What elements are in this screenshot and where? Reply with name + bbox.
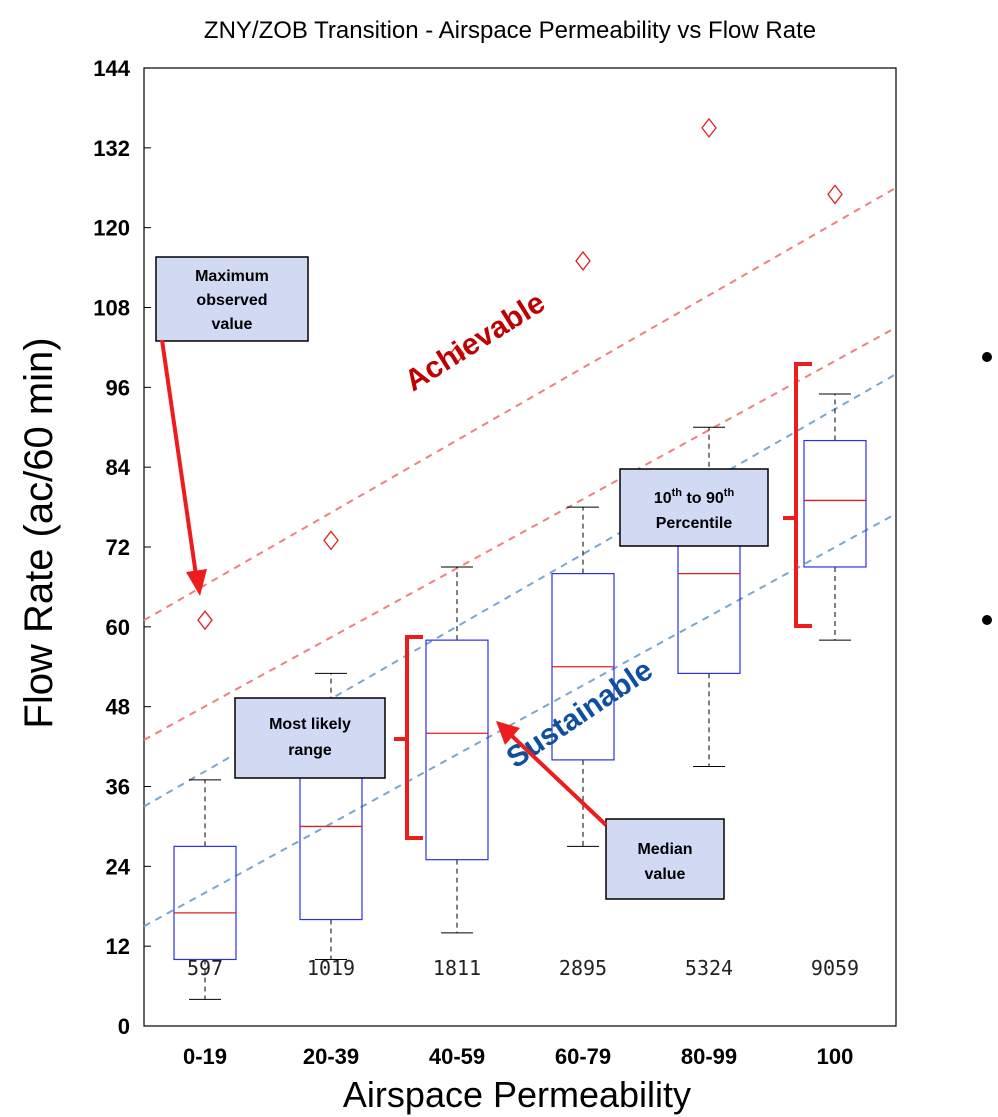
chart-title: ZNY/ZOB Transition - Airspace Permeabili… — [204, 17, 816, 44]
most-likely-range-brace — [394, 635, 423, 840]
sample-count-label: 597 — [187, 956, 223, 980]
x-tick-label: 20-39 — [303, 1044, 359, 1069]
median-callout: Median value — [605, 818, 725, 900]
achievable-label: Achievable — [399, 286, 551, 398]
max-callout-line-3: value — [212, 316, 253, 333]
y-tick-label: 12 — [106, 934, 130, 959]
y-tick-label: 108 — [93, 296, 130, 321]
percentile-callout-line-1: 10th to 90th — [654, 487, 735, 507]
max-value-marker — [323, 530, 339, 551]
sample-count-label: 1811 — [433, 956, 481, 980]
median-arrow-shaft — [510, 734, 608, 827]
y-tick-label: 72 — [106, 535, 130, 560]
max-value-marker — [197, 610, 213, 631]
box-iqr — [425, 639, 489, 861]
range-callout-line-2: range — [288, 742, 332, 759]
max-value-arrowhead — [186, 569, 207, 596]
y-tick-label: 132 — [93, 136, 130, 161]
median-callout-line-1: Median — [637, 841, 692, 858]
max-callout-line-1: Maximum — [195, 268, 269, 285]
max-value-arrow — [160, 339, 207, 596]
plot-frame — [143, 67, 897, 1027]
sample-count-label: 5324 — [685, 956, 733, 980]
max-value-marker — [827, 184, 843, 205]
y-tick-labels: 0 12 24 36 48 60 72 84 96 108 120 132 144 — [93, 56, 151, 1039]
x-tick-label: 40-59 — [429, 1044, 485, 1069]
max-value-callout-box — [155, 256, 309, 342]
x-tick-labels: 0-19 20-39 40-59 60-79 80-99 100 — [183, 1044, 853, 1069]
box-plots — [173, 393, 867, 1000]
sustainable-label: Sustainable — [501, 653, 659, 775]
percentile-callout-line-2: Percentile — [656, 515, 733, 532]
max-value-marker — [575, 250, 591, 271]
x-tick-label: 80-99 — [681, 1044, 737, 1069]
most-likely-range-callout: Most likely range — [234, 697, 386, 779]
percentile-callout: 10th to 90th Percentile — [619, 468, 769, 547]
x-tick-label: 100 — [817, 1044, 854, 1069]
y-tick-label: 0 — [118, 1014, 130, 1039]
x-tick-label: 0-19 — [183, 1044, 227, 1069]
sample-count-labels: 597 1019 1811 2895 5324 9059 — [187, 956, 859, 980]
y-tick-label: 60 — [106, 615, 130, 640]
x-tick-label: 60-79 — [555, 1044, 611, 1069]
max-value-marker — [701, 117, 717, 138]
y-tick-label: 36 — [106, 775, 130, 800]
y-axis-label: Flow Rate (ac/60 min) — [17, 337, 61, 728]
median-callout-box — [605, 818, 725, 900]
y-tick-label: 120 — [93, 216, 130, 241]
y-tick-label: 84 — [106, 455, 131, 480]
y-tick-label: 144 — [93, 56, 130, 81]
range-callout-box — [234, 697, 386, 779]
percentile-range-brace — [783, 362, 812, 628]
sample-count-label: 9059 — [811, 956, 859, 980]
median-arrowhead — [496, 721, 520, 745]
max-value-arrow-shaft — [160, 339, 198, 576]
x-axis-label: Airspace Permeability — [343, 1074, 691, 1115]
median-callout-line-2: value — [645, 866, 686, 883]
max-value-marker — [449, 344, 465, 365]
y-tick-label: 24 — [106, 854, 131, 879]
y-tick-label: 96 — [106, 375, 130, 400]
bullet-dot-2 — [982, 615, 992, 625]
median-arrow — [496, 721, 608, 827]
y-tick-label: 48 — [106, 695, 130, 720]
max-callout-line-2: observed — [196, 292, 267, 309]
maximum-value-markers — [197, 117, 843, 631]
box-iqr — [173, 845, 237, 961]
bullet-dot-1 — [982, 352, 992, 362]
trend-line-achievable — [143, 186, 897, 622]
percentile-callout-box — [619, 468, 769, 547]
range-callout-line-1: Most likely — [269, 716, 351, 733]
trend-line-achievable — [143, 326, 897, 741]
max-value-callout: Maximum observed value — [155, 256, 309, 342]
sample-count-label: 2895 — [559, 956, 607, 980]
sample-count-label: 1019 — [307, 956, 355, 980]
box-iqr — [803, 439, 867, 568]
